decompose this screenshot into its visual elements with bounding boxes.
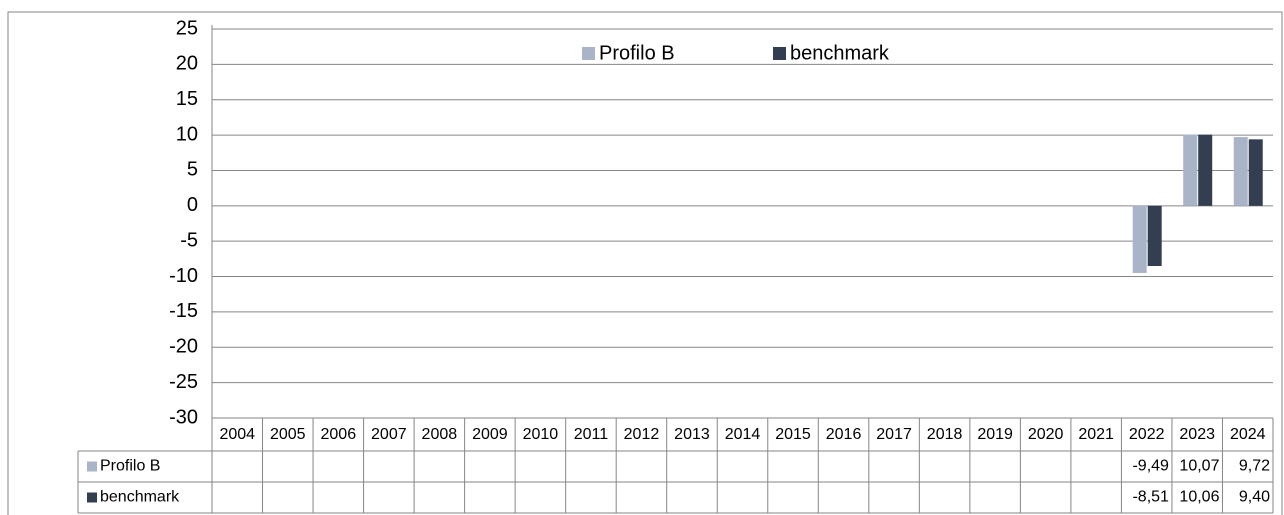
table-value: 10,06 [1179, 489, 1219, 506]
table-value: -8,51 [1132, 489, 1169, 506]
x-tick-label: 2022 [1129, 426, 1165, 443]
x-tick-label: 2021 [1078, 426, 1114, 443]
y-tick-label: 20 [176, 53, 198, 75]
x-tick-label: 2020 [1028, 426, 1064, 443]
table-value: 9,72 [1239, 458, 1270, 475]
legend-key [582, 47, 595, 60]
bar [1147, 205, 1162, 267]
x-tick-label: 2016 [826, 426, 862, 443]
x-tick-label: 2008 [422, 426, 458, 443]
x-tick-label: 2014 [725, 426, 761, 443]
table-legend-key [87, 461, 97, 472]
table-series-label: benchmark [100, 489, 180, 506]
x-tick-label: 2019 [977, 426, 1013, 443]
bar [1132, 205, 1147, 273]
y-tick-label: -20 [169, 336, 198, 358]
x-tick-label: 2017 [876, 426, 912, 443]
table-series-label: Profilo B [100, 458, 160, 475]
y-tick-label: 25 [176, 17, 198, 39]
legend-key [773, 47, 786, 60]
table-value: 10,07 [1179, 458, 1219, 475]
x-tick-label: 2012 [624, 426, 660, 443]
x-tick-label: 2004 [219, 426, 255, 443]
y-tick-label: -10 [169, 265, 198, 287]
x-tick-label: 2006 [321, 426, 357, 443]
bar [1183, 134, 1198, 206]
y-tick-label: -30 [169, 406, 198, 428]
table-value: -9,49 [1132, 458, 1169, 475]
table-legend-key [87, 492, 97, 503]
table-value: 9,40 [1239, 489, 1270, 506]
x-tick-label: 2007 [371, 426, 407, 443]
chart-frame [7, 11, 1283, 515]
y-tick-label: -5 [180, 229, 198, 251]
x-tick-label: 2011 [574, 426, 609, 443]
y-tick-label: 0 [187, 194, 198, 216]
y-tick-label: -25 [169, 371, 198, 393]
x-tick-label: 2005 [270, 426, 306, 443]
x-tick-label: 2023 [1179, 426, 1215, 443]
bar [1233, 137, 1248, 206]
bar [1198, 134, 1213, 206]
legend-label: benchmark [790, 42, 890, 64]
x-tick-label: 2010 [523, 426, 559, 443]
y-tick-label: 15 [176, 88, 198, 110]
y-tick-label: 5 [187, 159, 198, 181]
legend-label: Profilo B [599, 42, 675, 64]
x-tick-label: 2018 [927, 426, 963, 443]
y-tick-label: 10 [176, 123, 198, 145]
bar [1248, 139, 1263, 206]
y-tick-label: -15 [169, 300, 198, 322]
x-tick-label: 2009 [472, 426, 508, 443]
x-tick-label: 2015 [775, 426, 811, 443]
x-tick-label: 2024 [1230, 426, 1266, 443]
x-tick-label: 2013 [674, 426, 710, 443]
